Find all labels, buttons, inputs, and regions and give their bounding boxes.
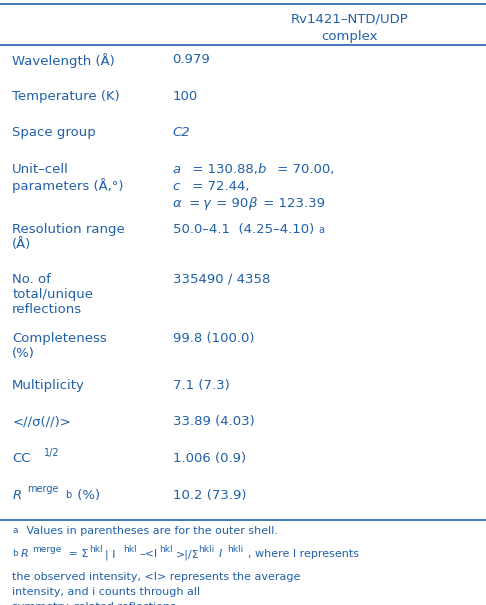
Text: Multiplicity: Multiplicity [12,379,85,392]
Text: Wavelength (Å): Wavelength (Å) [12,53,115,68]
Text: –<I: –<I [139,549,157,560]
Text: Completeness
(%): Completeness (%) [12,332,107,361]
Text: Space group: Space group [12,126,96,139]
Text: >|∕Σ: >|∕Σ [175,549,199,560]
Text: 99.8 (100.0): 99.8 (100.0) [173,332,254,345]
Text: = 123.39: = 123.39 [259,197,325,210]
Text: α: α [173,197,181,210]
Text: a: a [12,526,17,535]
Text: I: I [219,549,223,560]
Text: R: R [21,549,29,560]
Text: Unit–cell
parameters (Å,°): Unit–cell parameters (Å,°) [12,163,123,193]
Text: = 130.88,: = 130.88, [188,163,258,176]
Text: , where I represents: , where I represents [248,549,359,560]
Text: b: b [66,491,72,500]
Text: 100: 100 [173,90,198,103]
Text: 10.2 (73.9): 10.2 (73.9) [173,489,246,502]
Text: c: c [173,180,180,193]
Text: β: β [248,197,256,210]
Text: b: b [258,163,266,176]
Text: 1/2: 1/2 [44,448,59,458]
Text: Rv1421–NTD/UDP
complex: Rv1421–NTD/UDP complex [291,12,409,43]
Text: merge: merge [33,545,62,554]
Text: = 90,: = 90, [212,197,253,210]
Text: a: a [318,224,324,235]
Text: <∕∕σ(∕∕)>: <∕∕σ(∕∕)> [12,416,71,428]
Text: hkli: hkli [227,545,243,554]
Text: hkl: hkl [123,545,137,554]
Text: Values in parentheses are for the outer shell.: Values in parentheses are for the outer … [23,526,278,537]
Text: = 70.00,: = 70.00, [273,163,334,176]
Text: 50.0–4.1  (4.25–4.10): 50.0–4.1 (4.25–4.10) [173,223,314,236]
Text: 0.979: 0.979 [173,53,210,66]
Text: the observed intensity, <I> represents the average
intensity, and i counts throu: the observed intensity, <I> represents t… [12,572,300,605]
Text: γ: γ [202,197,209,210]
Text: No. of
total/unique
reflections: No. of total/unique reflections [12,273,93,316]
Text: b: b [12,549,18,558]
Text: =: = [185,197,204,210]
Text: Temperature (K): Temperature (K) [12,90,120,103]
Text: 335490 / 4358: 335490 / 4358 [173,273,270,286]
Text: (%): (%) [73,489,100,502]
Text: 7.1 (7.3): 7.1 (7.3) [173,379,229,392]
Text: 33.89 (4.03): 33.89 (4.03) [173,416,254,428]
Text: Resolution range
(Å): Resolution range (Å) [12,223,125,250]
Text: 1.006 (0.9): 1.006 (0.9) [173,452,245,465]
Text: = 72.44,: = 72.44, [188,180,250,193]
Text: R: R [12,489,21,502]
Text: hkli: hkli [198,545,214,554]
Text: C2: C2 [173,126,190,139]
Text: = Σ: = Σ [65,549,88,560]
Text: CC: CC [12,452,31,465]
Text: hkl: hkl [159,545,173,554]
Text: hkl: hkl [89,545,103,554]
Text: merge: merge [27,484,58,494]
Text: a: a [173,163,181,176]
Text: | I: | I [105,549,116,560]
